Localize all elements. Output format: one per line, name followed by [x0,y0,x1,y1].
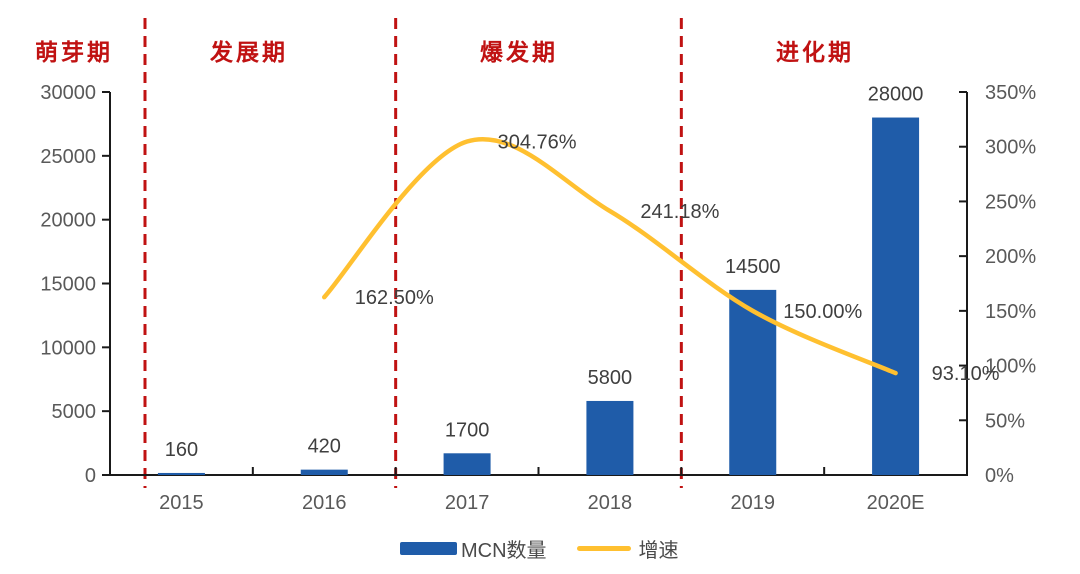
right-axis-tick-label: 100% [985,356,1036,378]
left-axis-tick-label: 20000 [40,210,96,232]
phase-label-evolution: 进化期 [776,39,854,66]
right-axis-tick-label: 0% [985,465,1014,487]
right-axis-tick-label: 350% [985,82,1036,104]
x-axis-label: 2019 [731,492,776,514]
x-axis-label: 2016 [302,492,347,514]
x-axis-label: 2015 [159,492,204,514]
line-value-label: 93.10% [932,363,1000,385]
right-axis-tick-label: 50% [985,410,1025,432]
bar-value-label: 14500 [725,256,781,278]
legend-bar-label: MCN数量 [461,540,547,562]
bar-value-label: 28000 [868,84,924,106]
bar-value-label: 420 [308,436,341,458]
bar [586,400,634,475]
bar-value-label: 5800 [588,367,633,389]
legend-bar-swatch-icon [400,542,457,555]
left-axis-tick-label: 30000 [40,82,96,104]
right-axis-tick-label: 150% [985,301,1036,323]
legend-line-swatch-icon [576,546,631,551]
legend-line-label: 增速 [638,538,679,562]
growth-line [322,137,898,376]
bar [872,117,920,476]
line-value-label: 162.50% [355,287,434,309]
line-value-label: 150.00% [783,301,862,323]
left-axis-tick-label: 5000 [52,401,97,423]
bar [300,469,348,475]
phase-label-explosion: 爆发期 [480,39,558,66]
bar [443,453,491,475]
left-axis-tick-label: 15000 [40,274,96,296]
line-value-label: 304.76% [498,132,577,154]
bar-value-label: 1700 [445,419,490,441]
right-axis-tick-label: 300% [985,137,1036,159]
right-axis-tick-label: 250% [985,191,1036,213]
phase-label-development: 发展期 [210,39,288,66]
phase-label-germination: 萌芽期 [35,39,113,66]
line-value-label: 241.18% [640,201,719,223]
left-axis-tick-label: 0 [85,465,96,487]
left-axis-tick-label: 25000 [40,146,96,168]
x-axis-label: 2020E [867,492,925,514]
bar-value-label: 160 [165,439,198,461]
x-axis-label: 2018 [588,492,633,514]
legend: MCN数量 增速 [400,534,679,563]
x-axis-label: 2017 [445,492,490,514]
left-axis-tick-label: 10000 [40,337,96,359]
right-axis-tick-label: 200% [985,246,1036,268]
bar [157,472,205,475]
